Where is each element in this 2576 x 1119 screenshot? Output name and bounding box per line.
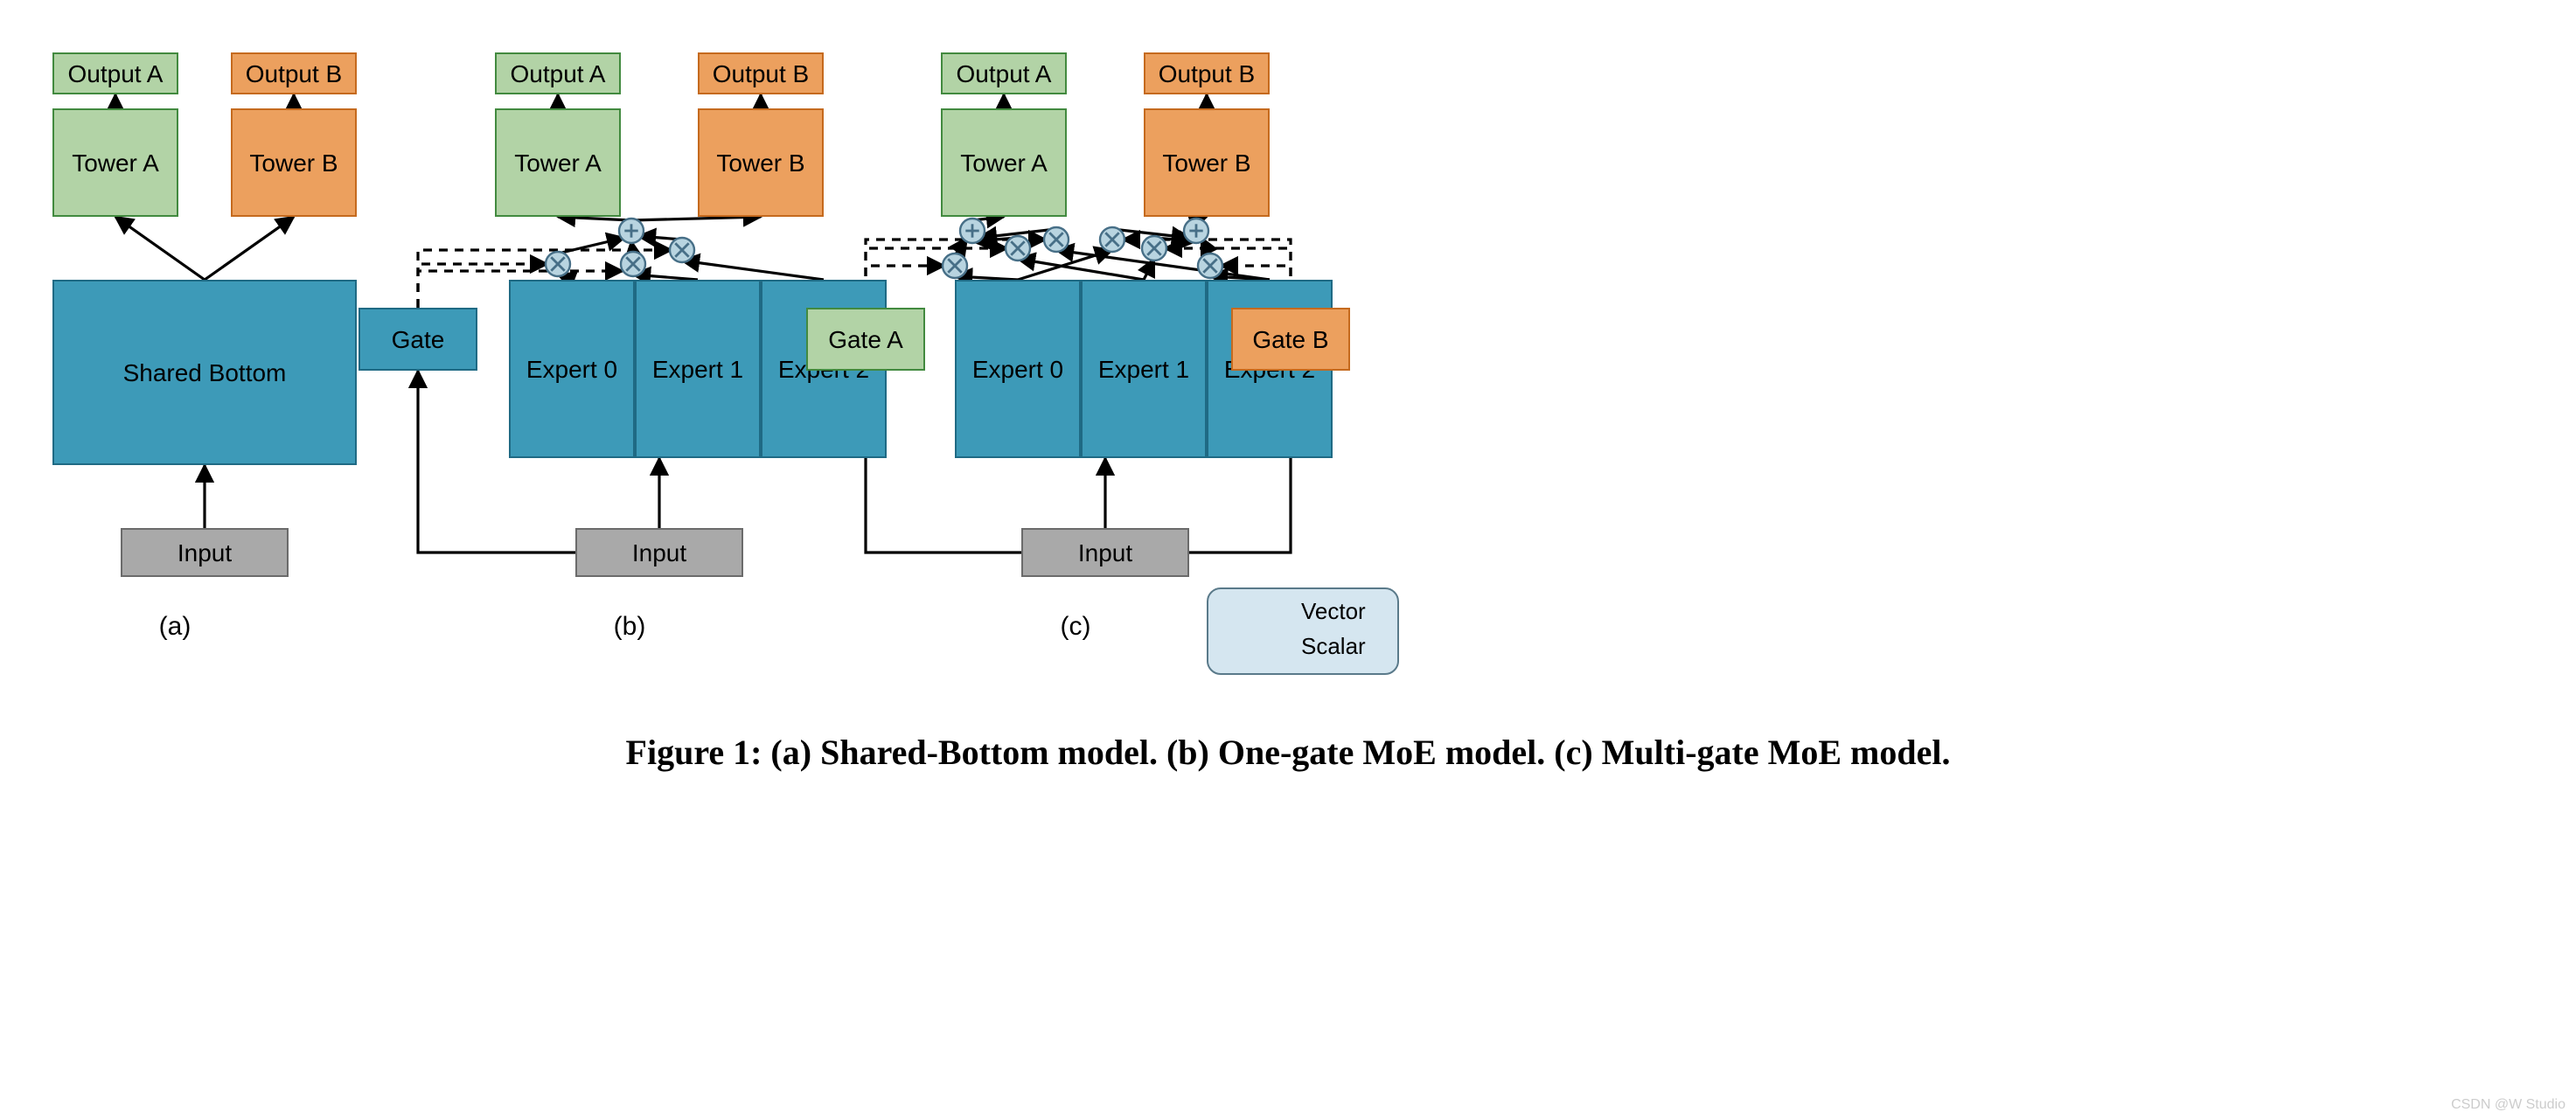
c-expert-1-label: Expert 1 [1098, 355, 1189, 383]
c-input: Input [1021, 528, 1189, 577]
b-output-a: Output A [495, 52, 621, 94]
c-arrow-mb2-pb [1201, 238, 1210, 255]
b-plus [619, 219, 644, 243]
a-tower-a-label: Tower A [72, 149, 159, 177]
c-gate-a: Gate A [806, 308, 925, 371]
c-arrow-mb0-pb [1112, 229, 1189, 238]
c-plus-a [960, 219, 985, 243]
b-gate: Gate [359, 308, 477, 371]
a-output-a-label: Output A [68, 59, 164, 87]
c-arrow-e1-mb1 [1144, 259, 1154, 280]
c-output-a-label: Output A [957, 59, 1052, 87]
c-plus-b [1184, 219, 1208, 243]
b-output-b-label: Output B [713, 59, 810, 87]
c-gate-b-label: Gate B [1252, 325, 1328, 353]
a-shared-bottom-label: Shared Bottom [123, 358, 287, 386]
a-output-b-label: Output B [246, 59, 343, 87]
b-arrow-plus-ta [558, 217, 631, 220]
a-output-b: Output B [231, 52, 357, 94]
a-shared-bottom: Shared Bottom [52, 280, 357, 465]
figure-canvas: Output A Output B Tower A Tower B Shared Bot… [0, 0, 2576, 1119]
a-tower-b-label: Tower B [249, 149, 338, 177]
panel-label-c: (c) [1041, 612, 1110, 642]
c-mult-a1 [1006, 236, 1030, 261]
panel-label-a: (a) [140, 612, 210, 642]
b-expert-0: Expert 0 [509, 280, 635, 458]
a-tower-a: Tower A [52, 108, 178, 217]
arrows-overlay [0, 0, 2576, 1119]
a-tower-b: Tower B [231, 108, 357, 217]
c-mult-b0 [1100, 227, 1124, 252]
b-output-a-label: Output A [511, 59, 606, 87]
c-gate-a-label: Gate A [828, 325, 903, 353]
b-input: Input [575, 528, 743, 577]
panel-label-b: (b) [595, 612, 665, 642]
a-arrow-shared-tb [205, 217, 294, 280]
c-mult-b2 [1198, 254, 1222, 278]
b-expert-1-label: Expert 1 [652, 355, 743, 383]
b-mult-1 [621, 252, 645, 276]
a-input: Input [121, 528, 289, 577]
c-arrow-e1-ma1 [1018, 259, 1144, 280]
b-tower-b-label: Tower B [716, 149, 804, 177]
c-tower-b: Tower B [1144, 108, 1270, 217]
b-arrow-m1-plus [631, 241, 633, 254]
c-tower-a-label: Tower A [960, 149, 1048, 177]
c-tower-b-label: Tower B [1162, 149, 1250, 177]
c-expert-0-label: Expert 0 [972, 355, 1063, 383]
c-gate-b: Gate B [1231, 308, 1350, 371]
c-expert-1: Expert 1 [1081, 280, 1207, 458]
c-mult-b1 [1142, 236, 1166, 261]
watermark: CSDN @W Studio [2451, 1096, 2566, 1112]
b-output-b: Output B [698, 52, 824, 94]
legend-vector-label: Vector [1301, 598, 1366, 624]
figure-caption: Figure 1: (a) Shared-Bottom model. (b) O… [0, 734, 2576, 775]
c-output-b: Output B [1144, 52, 1270, 94]
b-expert-1: Expert 1 [635, 280, 761, 458]
b-arrow-m2-plus [638, 236, 682, 240]
b-gate-label: Gate [392, 325, 445, 353]
b-arrow-plus-tb [631, 217, 761, 220]
c-arrow-mb1-pb [1154, 238, 1196, 241]
c-input-label: Input [1078, 539, 1132, 566]
b-input-label: Input [632, 539, 686, 566]
c-arrow-ma0-pa [955, 238, 967, 255]
b-arrow-e2-m2 [682, 261, 824, 280]
c-expert-0: Expert 0 [955, 280, 1081, 458]
c-arrow-pa-ta [972, 217, 1004, 220]
c-arrow-pb-tb [1196, 217, 1207, 220]
c-tower-a: Tower A [941, 108, 1067, 217]
a-arrow-shared-ta [115, 217, 205, 280]
c-mult-a2 [1044, 227, 1069, 252]
a-output-a: Output A [52, 52, 178, 94]
c-arrow-ma1-pa [972, 238, 1018, 241]
b-arrow-m0-plus [558, 238, 624, 254]
c-arrow-e2-ma2 [1056, 250, 1270, 280]
b-expert-0-label: Expert 0 [526, 355, 617, 383]
b-tower-a-label: Tower A [514, 149, 602, 177]
b-tower-b: Tower B [698, 108, 824, 217]
c-mult-a0 [943, 254, 967, 278]
c-arrow-ma2-pa [979, 229, 1056, 238]
legend-scalar-label: Scalar [1301, 633, 1366, 659]
c-arrow-e0-mb0 [1018, 250, 1112, 280]
c-output-a: Output A [941, 52, 1067, 94]
b-mult-2 [670, 238, 694, 262]
b-mult-0 [546, 252, 570, 276]
a-input-label: Input [178, 539, 232, 566]
b-tower-a: Tower A [495, 108, 621, 217]
c-output-b-label: Output B [1159, 59, 1256, 87]
